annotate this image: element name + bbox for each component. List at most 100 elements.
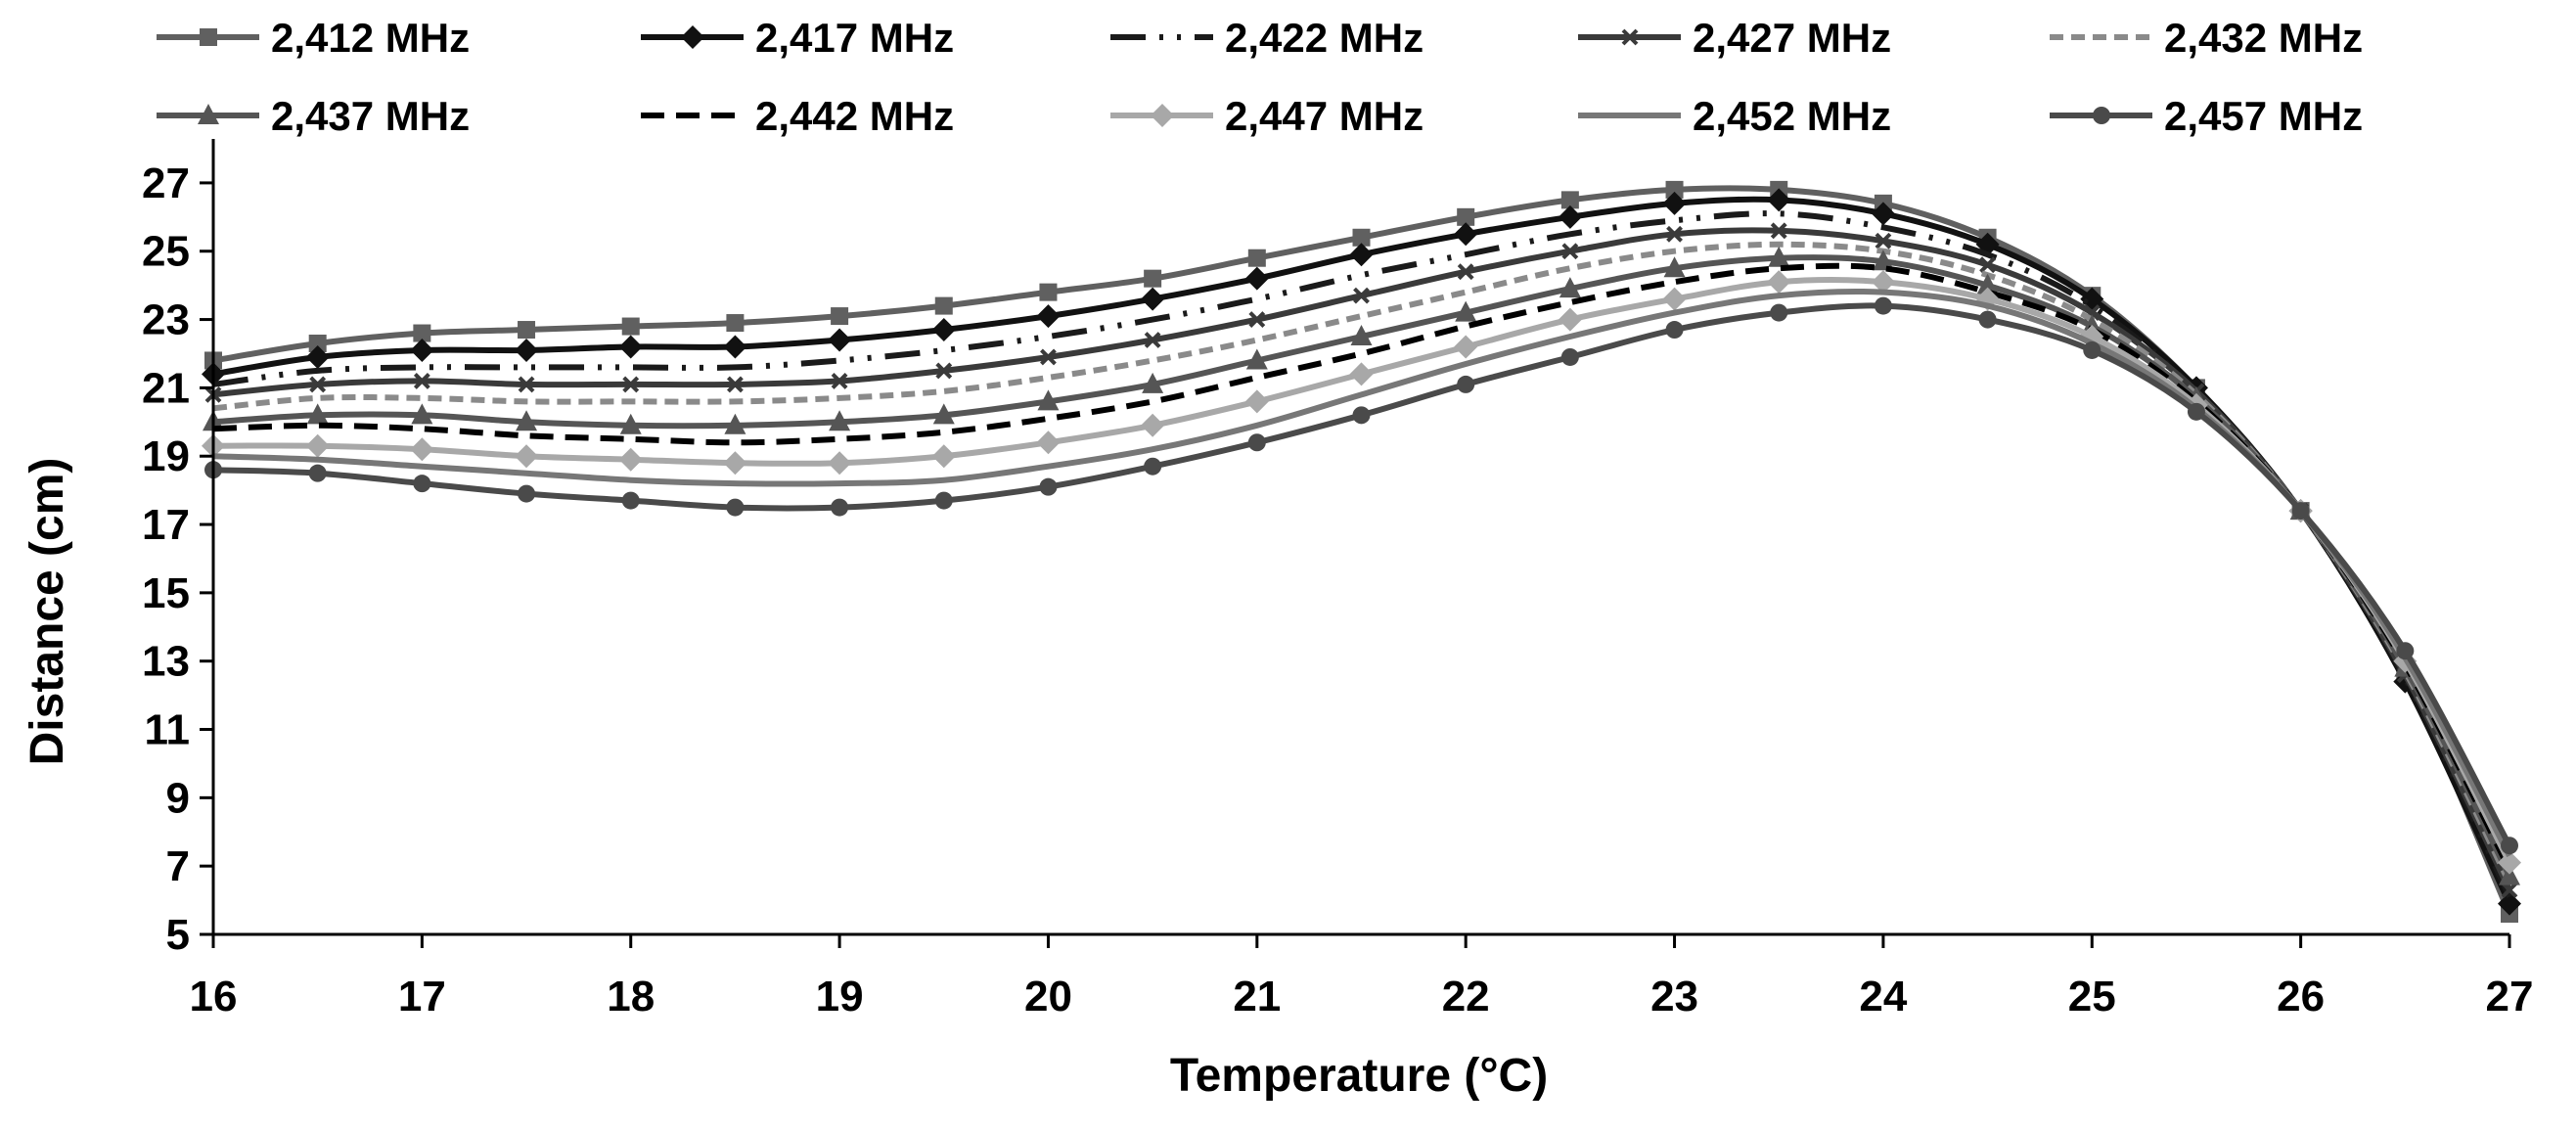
x-tick-label: 24 xyxy=(1859,973,1907,1020)
data-point xyxy=(306,403,329,425)
x-tick-label: 26 xyxy=(2277,973,2325,1020)
legend-label: 2,422 MHz xyxy=(1225,15,1424,61)
data-point xyxy=(515,444,539,469)
legend-label: 2,432 MHz xyxy=(2164,15,2363,61)
data-point xyxy=(1455,300,1477,322)
data-point xyxy=(1871,270,1895,295)
data-point xyxy=(1976,273,1999,295)
data-point xyxy=(2501,882,2518,899)
legend-item: 2,442 MHz xyxy=(641,93,954,139)
x-tick-label: 21 xyxy=(1233,973,1281,1020)
legend-marker xyxy=(200,28,217,46)
data-point xyxy=(1036,304,1061,329)
data-point xyxy=(726,376,744,393)
data-point xyxy=(1560,347,1579,366)
series-2442-mhz xyxy=(212,262,2512,872)
x-tick-label: 23 xyxy=(1650,973,1698,1020)
data-point xyxy=(1454,222,1478,247)
legend-label: 2,442 MHz xyxy=(755,93,954,139)
x-tick-label: 25 xyxy=(2068,973,2116,1020)
data-point xyxy=(726,498,745,517)
legend-label: 2,447 MHz xyxy=(1225,93,1424,139)
data-point xyxy=(1039,283,1058,301)
data-point xyxy=(1767,188,1791,212)
data-point xyxy=(829,410,851,431)
data-point xyxy=(2083,340,2101,359)
legend-item: 2,427 MHz xyxy=(1578,15,1891,61)
data-point xyxy=(1141,413,1165,437)
data-point xyxy=(305,433,330,458)
data-point xyxy=(1036,431,1061,455)
data-point xyxy=(724,413,746,434)
data-point xyxy=(1248,311,1266,328)
data-point xyxy=(411,403,433,425)
data-point xyxy=(1874,296,1892,315)
x-axis-title: Temperature (°C) xyxy=(1170,1050,1548,1102)
data-point xyxy=(1142,372,1164,393)
y-tick-label: 25 xyxy=(142,228,190,276)
data-point xyxy=(2291,502,2310,521)
legend-label: 2,417 MHz xyxy=(755,15,954,61)
data-point xyxy=(932,403,955,425)
data-point xyxy=(410,338,434,362)
y-tick-label: 19 xyxy=(142,432,190,480)
legend-item: 2,417 MHz xyxy=(641,15,954,61)
legend-marker xyxy=(1151,104,1174,127)
series-layer xyxy=(202,180,2521,924)
series-2437-mhz xyxy=(203,246,2520,885)
data-point xyxy=(1768,246,1790,267)
y-tick-label: 15 xyxy=(142,569,190,617)
data-point xyxy=(1349,362,1374,386)
legend: 2,412 MHz 2,417 MHz 2,422 MHz 2,427 MHz 2,43… xyxy=(157,15,2363,139)
legend-item: 2,412 MHz xyxy=(157,15,470,61)
series-2422-mhz xyxy=(212,210,2512,898)
data-point xyxy=(1558,307,1582,332)
data-point xyxy=(518,376,535,393)
x-tick-label: 18 xyxy=(607,973,655,1020)
data-point xyxy=(1665,180,1684,199)
data-point xyxy=(934,491,953,510)
data-point xyxy=(1144,457,1162,476)
data-point xyxy=(2498,850,2521,875)
data-point xyxy=(1247,249,1266,267)
legend-item: 2,457 MHz xyxy=(2050,93,2363,139)
data-point xyxy=(1979,256,1997,274)
series-line xyxy=(212,210,2512,898)
legend-label: 2,457 MHz xyxy=(2164,93,2363,139)
legend-label: 2,427 MHz xyxy=(1693,15,1891,61)
data-point xyxy=(726,314,745,333)
data-point xyxy=(1352,228,1371,247)
series-2427-mhz xyxy=(204,222,2518,899)
data-point xyxy=(518,484,536,503)
data-point xyxy=(1457,207,1475,226)
data-point xyxy=(1144,269,1162,288)
data-point xyxy=(1666,225,1683,243)
data-point xyxy=(1767,270,1791,295)
data-point xyxy=(931,318,956,342)
data-point xyxy=(2501,837,2518,855)
data-point xyxy=(515,338,539,362)
data-point xyxy=(1350,325,1373,346)
data-point xyxy=(1560,191,1579,209)
data-point xyxy=(1663,256,1686,278)
data-point xyxy=(828,328,852,352)
data-point xyxy=(1454,335,1478,359)
legend-marker xyxy=(2093,107,2110,124)
data-point xyxy=(1037,389,1060,411)
data-point xyxy=(518,321,536,340)
y-tick-label: 9 xyxy=(166,774,190,822)
data-point xyxy=(723,335,747,359)
data-point xyxy=(1141,287,1165,311)
x-tick-label: 27 xyxy=(2486,973,2534,1020)
data-point xyxy=(516,410,538,431)
data-point xyxy=(1770,303,1788,322)
data-point xyxy=(410,437,434,462)
series-2457-mhz xyxy=(204,296,2518,855)
data-point xyxy=(309,376,327,393)
data-point xyxy=(1872,249,1894,271)
data-point xyxy=(1559,277,1581,298)
data-point xyxy=(1561,243,1579,260)
legend-item: 2,447 MHz xyxy=(1110,93,1424,139)
y-tick-label: 27 xyxy=(142,159,190,207)
